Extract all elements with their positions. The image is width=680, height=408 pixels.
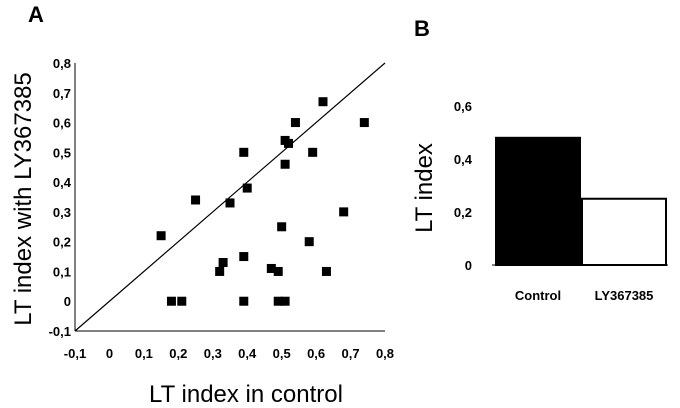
data-point bbox=[177, 296, 187, 306]
bar-y-tick-label: 0,6 bbox=[454, 99, 472, 114]
y-tick-label: 0,2 bbox=[53, 235, 71, 250]
data-point bbox=[242, 183, 252, 193]
data-point bbox=[156, 231, 166, 241]
x-tick-label: 0,4 bbox=[238, 346, 257, 361]
y-tick-label: -0,1 bbox=[49, 324, 71, 339]
x-tick-label: 0,8 bbox=[376, 346, 394, 361]
data-point bbox=[239, 147, 249, 157]
bar-y-tick-label: 0,2 bbox=[454, 205, 472, 220]
data-point bbox=[266, 263, 276, 273]
panel-letter-b: B bbox=[414, 16, 430, 41]
x-tick-label: 0 bbox=[106, 346, 113, 361]
data-point bbox=[280, 296, 290, 306]
data-point bbox=[321, 266, 331, 276]
bar-category-label: Control bbox=[515, 288, 561, 303]
x-tick-label: 0,7 bbox=[342, 346, 360, 361]
x-tick-labels: -0,1 0 0,1 0,2 0,3 0,4 0,5 0,6 0,7 0,8 bbox=[64, 346, 394, 361]
data-point bbox=[273, 266, 283, 276]
data-point bbox=[166, 296, 176, 306]
x-tick-label: 0,1 bbox=[135, 346, 153, 361]
data-point bbox=[277, 222, 287, 232]
x-tick-label: 0,2 bbox=[169, 346, 187, 361]
panel-letter-a: A bbox=[28, 2, 44, 27]
bar bbox=[495, 136, 581, 266]
bar bbox=[581, 197, 667, 266]
identity-line bbox=[74, 62, 386, 332]
data-points bbox=[156, 97, 369, 306]
data-point bbox=[280, 159, 290, 169]
bar-category-labels: Control LY367385 bbox=[515, 288, 654, 303]
y-tick-label: 0,8 bbox=[53, 56, 71, 71]
y-tick-label: 0,6 bbox=[53, 116, 71, 131]
x-tick-label: 0,5 bbox=[273, 346, 291, 361]
data-point bbox=[304, 237, 314, 247]
y-tick-labels: -0,1 0 0,1 0,2 0,3 0,4 0,5 0,6 0,7 0,8 bbox=[49, 56, 72, 339]
x-tick-label: -0,1 bbox=[64, 346, 86, 361]
y-tick-label: 0,7 bbox=[53, 86, 71, 101]
bar-y-tick-label: 0 bbox=[465, 258, 472, 273]
y-tick-label: 0,1 bbox=[53, 264, 71, 279]
y-tick-label: 0,3 bbox=[53, 205, 71, 220]
scatter-plot: -0,1 0 0,1 0,2 0,3 0,4 0,5 0,6 0,7 0,8 -0,1 0 0,1 0,… bbox=[10, 56, 394, 408]
x-tick-label: 0,3 bbox=[204, 346, 222, 361]
data-point bbox=[284, 138, 294, 148]
data-point bbox=[308, 147, 318, 157]
data-point bbox=[359, 118, 369, 128]
bar-chart: 0 0,2 0,4 0,6 Control LY367385 LT index bbox=[411, 99, 668, 303]
y-axis-title: LT index with LY367385 bbox=[10, 72, 37, 326]
data-point bbox=[339, 207, 349, 217]
data-point bbox=[318, 97, 328, 107]
data-point bbox=[239, 252, 249, 262]
bar-y-axis-title: LT index bbox=[411, 143, 438, 233]
bar-y-tick-labels: 0 0,2 0,4 0,6 bbox=[454, 99, 473, 273]
y-tick-label: 0,5 bbox=[53, 145, 71, 160]
data-point bbox=[239, 296, 249, 306]
x-tick-label: 0,6 bbox=[307, 346, 325, 361]
bar-category-label: LY367385 bbox=[595, 288, 654, 303]
y-tick-label: 0,4 bbox=[53, 175, 72, 190]
data-point bbox=[290, 118, 300, 128]
data-point bbox=[273, 296, 283, 306]
x-axis-title: LT index in control bbox=[149, 381, 343, 408]
bar-y-tick-label: 0,4 bbox=[454, 152, 473, 167]
data-point bbox=[218, 258, 228, 268]
y-tick-label: 0 bbox=[64, 294, 71, 309]
data-point bbox=[215, 266, 225, 276]
data-point bbox=[225, 198, 235, 208]
data-point bbox=[191, 195, 201, 205]
bars bbox=[495, 136, 667, 266]
